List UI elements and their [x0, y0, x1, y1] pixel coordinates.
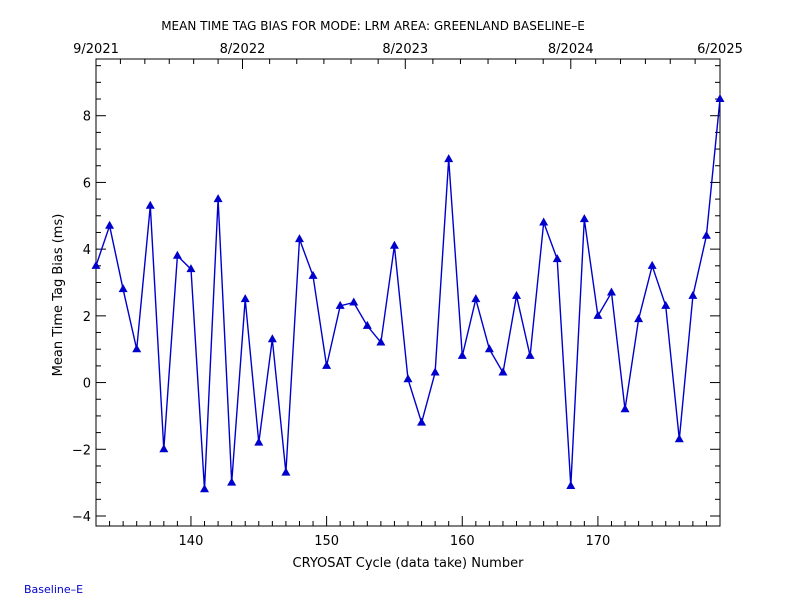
series-line [95, 98, 721, 490]
x-axis-label: CRYOSAT Cycle (data take) Number [293, 556, 525, 571]
data-point-marker [254, 437, 264, 446]
data-point-marker [145, 200, 155, 209]
data-point-marker [539, 217, 549, 226]
series-group [91, 94, 725, 493]
data-point-marker [444, 154, 454, 163]
data-point-marker [294, 234, 304, 243]
axes-group: 140 150 160 170 9/2021 8/2022 8/2023 8/2024 6/20… [72, 42, 743, 549]
top-axis-tick-label: 8/2023 [382, 42, 428, 57]
data-point-marker [593, 310, 603, 319]
top-axis-tick-label: 8/2024 [548, 42, 594, 57]
data-point-marker [132, 344, 142, 353]
x-tick-label: 170 [585, 534, 610, 549]
data-point-marker [227, 477, 237, 486]
x-tick-label: 140 [179, 534, 204, 549]
data-point-marker [403, 374, 413, 383]
data-point-marker [389, 240, 399, 249]
y-axis-label: Mean Time Tag Bias (ms) [51, 214, 66, 377]
data-point-marker [661, 300, 671, 309]
plot-frame [95, 58, 721, 527]
data-point-marker [525, 350, 535, 359]
baseline-footer-label: Baseline–E [24, 583, 84, 596]
data-point-marker [552, 254, 562, 263]
data-point-marker [701, 230, 711, 239]
data-point-marker [308, 270, 318, 279]
data-point-marker [349, 297, 359, 306]
data-point-marker [186, 264, 196, 273]
data-point-marker [471, 294, 481, 303]
data-point-marker [484, 344, 494, 353]
y-tick-label: 0 [83, 377, 91, 392]
data-point-marker [172, 250, 182, 259]
data-point-marker [579, 214, 589, 223]
data-point-marker [267, 334, 277, 343]
y-tick-label: 2 [83, 310, 91, 325]
data-point-marker [498, 367, 508, 376]
top-axis-tick-label: 8/2022 [220, 42, 266, 57]
data-point-marker [606, 287, 616, 296]
data-point-marker [376, 337, 386, 346]
data-point-marker [430, 367, 440, 376]
data-point-marker [715, 94, 725, 103]
data-point-marker [674, 434, 684, 443]
data-point-marker [200, 484, 210, 493]
data-point-marker [634, 314, 644, 323]
data-point-marker [620, 404, 630, 413]
data-point-marker [457, 350, 467, 359]
data-point-marker [159, 444, 169, 453]
y-tick-label: −4 [72, 510, 91, 525]
data-point-marker [213, 194, 223, 203]
top-axis-tick-label: 9/2021 [73, 42, 119, 57]
x-tick-label: 150 [314, 534, 339, 549]
data-point-marker [105, 220, 115, 229]
y-tick-label: −2 [72, 443, 91, 458]
data-point-marker [91, 260, 101, 269]
y-tick-label: 6 [83, 176, 91, 191]
data-point-marker [335, 300, 345, 309]
data-point-marker [362, 320, 372, 329]
data-point-marker [417, 417, 427, 426]
top-axis-tick-label: 6/2025 [697, 42, 743, 57]
data-point-marker [688, 290, 698, 299]
y-tick-label: 8 [83, 110, 91, 125]
data-point-marker [281, 467, 291, 476]
data-point-marker [647, 260, 657, 269]
data-point-marker [322, 360, 332, 369]
data-point-marker [566, 480, 576, 489]
data-point-marker [512, 290, 522, 299]
x-tick-label: 160 [450, 534, 475, 549]
y-tick-label: 4 [83, 243, 91, 258]
data-point-marker [240, 294, 250, 303]
chart-title: MEAN TIME TAG BIAS FOR MODE: LRM AREA: G… [161, 19, 585, 33]
data-point-marker [118, 284, 128, 293]
